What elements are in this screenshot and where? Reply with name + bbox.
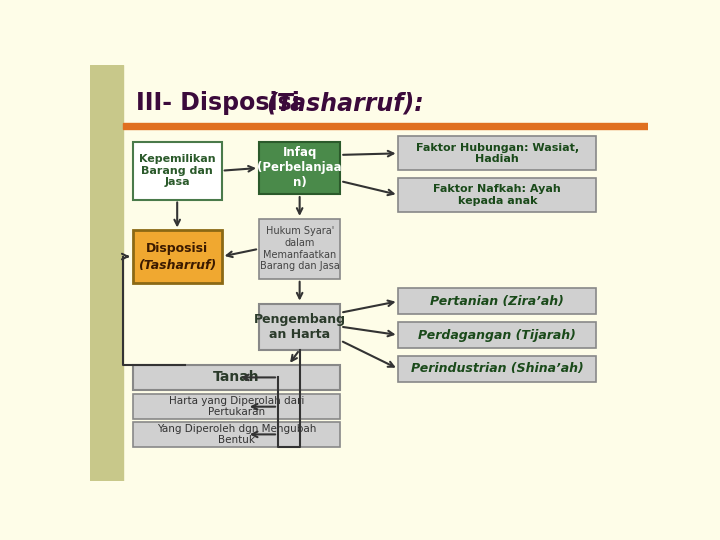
Bar	[90, 65, 122, 481]
Text: Faktor Nafkah: Ayah
kepada anak: Faktor Nafkah: Ayah kepada anak	[433, 184, 561, 206]
FancyBboxPatch shape	[259, 142, 341, 194]
FancyBboxPatch shape	[398, 288, 596, 314]
Text: III- Disposisi: III- Disposisi	[137, 91, 309, 116]
Text: Infaq
(Perbelanjaa
n): Infaq (Perbelanjaa n)	[257, 146, 342, 190]
FancyBboxPatch shape	[132, 231, 222, 283]
FancyBboxPatch shape	[398, 322, 596, 348]
FancyBboxPatch shape	[259, 303, 341, 350]
Text: Tanah: Tanah	[213, 370, 260, 384]
Bar	[122, 123, 648, 130]
Text: Disposisi: Disposisi	[146, 242, 208, 255]
Text: (Tasharruf):: (Tasharruf):	[266, 91, 423, 116]
FancyBboxPatch shape	[398, 356, 596, 382]
FancyBboxPatch shape	[132, 422, 341, 447]
Text: Perindustrian (Shina’ah): Perindustrian (Shina’ah)	[411, 362, 584, 375]
Text: Perdagangan (Tijarah): Perdagangan (Tijarah)	[418, 328, 576, 342]
Text: Faktor Hubungan: Wasiat,
Hadiah: Faktor Hubungan: Wasiat, Hadiah	[415, 143, 579, 164]
FancyBboxPatch shape	[132, 365, 341, 390]
Text: (Tasharruf): (Tasharruf)	[138, 259, 216, 273]
Text: Yang Diperoleh dgn Mengubah
Bentuk: Yang Diperoleh dgn Mengubah Bentuk	[157, 423, 316, 445]
Text: Pertanian (Zira’ah): Pertanian (Zira’ah)	[431, 295, 564, 308]
Text: Kepemilikan
Barang dan
Jasa: Kepemilikan Barang dan Jasa	[139, 154, 215, 187]
FancyBboxPatch shape	[132, 142, 222, 200]
FancyBboxPatch shape	[398, 137, 596, 170]
FancyBboxPatch shape	[398, 178, 596, 212]
FancyBboxPatch shape	[132, 394, 341, 419]
Text: Harta yang Diperolah dari
Pertukaran: Harta yang Diperolah dari Pertukaran	[168, 396, 304, 417]
Text: Hukum Syara'
dalam
Memanfaatkan
Barang dan Jasa: Hukum Syara' dalam Memanfaatkan Barang d…	[260, 226, 340, 271]
FancyBboxPatch shape	[259, 219, 341, 279]
Text: Pengembang
an Harta: Pengembang an Harta	[253, 313, 346, 341]
